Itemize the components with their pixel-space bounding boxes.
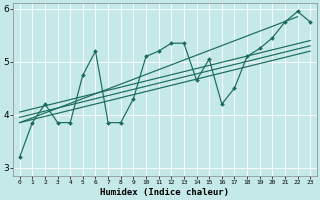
X-axis label: Humidex (Indice chaleur): Humidex (Indice chaleur) <box>100 188 229 197</box>
